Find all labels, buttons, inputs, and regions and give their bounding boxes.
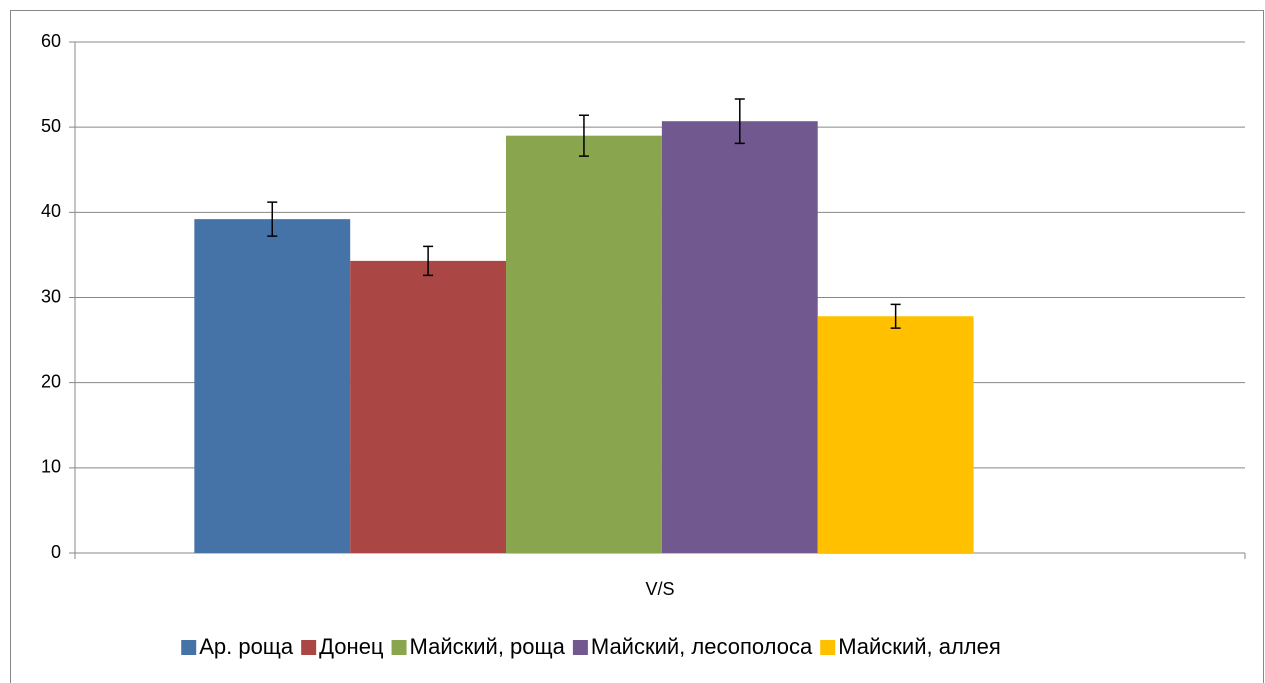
x-tick-label: V/S (645, 579, 674, 599)
bar (350, 260, 507, 553)
legend-label: Майский, лесополоса (591, 634, 813, 659)
error-bar (267, 201, 278, 237)
y-tick-label: 50 (41, 116, 61, 136)
y-tick-label: 20 (41, 371, 61, 391)
y-tick-label: 40 (41, 201, 61, 221)
bar (817, 316, 974, 553)
error-bar (734, 98, 745, 145)
legend-label: Донец (319, 634, 384, 659)
bar (661, 121, 818, 553)
bar (194, 219, 351, 553)
error-bar (890, 303, 901, 329)
legend-swatch (391, 640, 407, 655)
y-tick-label: 0 (51, 542, 61, 562)
legend-swatch (820, 640, 836, 655)
bar (506, 135, 662, 553)
legend-label: Майский, роща (410, 634, 566, 659)
legend-swatch (181, 640, 197, 655)
y-tick-label: 30 (41, 286, 61, 306)
legend-swatch (572, 640, 588, 655)
y-tick-label: 60 (41, 31, 61, 51)
legend-label: Майский, аллея (838, 634, 1001, 659)
y-tick-label: 10 (41, 457, 61, 477)
error-bar (423, 245, 434, 277)
legend-label: Ар. роща (199, 634, 294, 659)
error-bar (578, 114, 589, 157)
legend-swatch (301, 640, 317, 655)
